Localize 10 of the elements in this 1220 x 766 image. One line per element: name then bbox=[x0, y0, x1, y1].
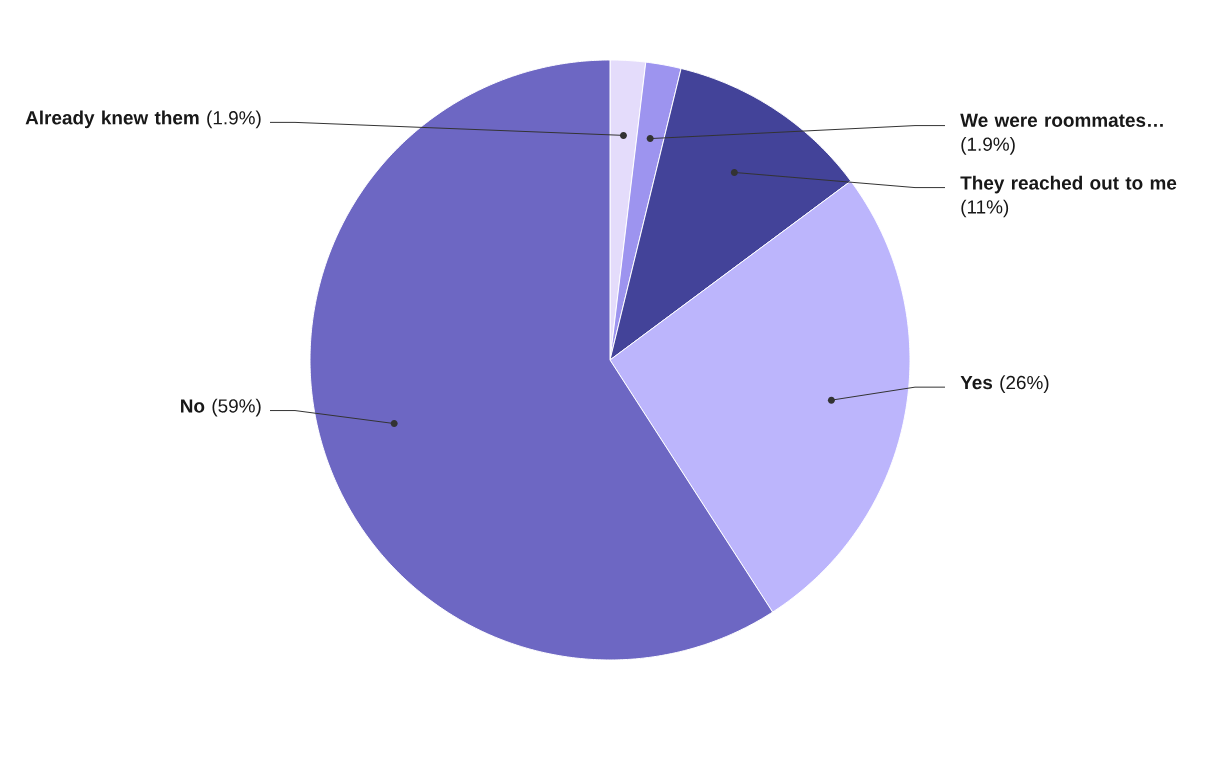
data-label: (1.9%) bbox=[207, 110, 261, 129]
slice-label: No bbox=[181, 399, 205, 413]
data-label: (26%) bbox=[1000, 375, 1049, 393]
data-label: (1.9%) bbox=[961, 137, 1015, 155]
slice-label: We were roommates… bbox=[960, 113, 1163, 127]
slice-label: Yes bbox=[960, 376, 993, 390]
data-label: (59%) bbox=[212, 398, 261, 417]
slice-label: Already knew them bbox=[25, 110, 199, 129]
data-label: (11%) bbox=[961, 199, 1009, 218]
slice-label: They reached out to me bbox=[960, 175, 1177, 194]
